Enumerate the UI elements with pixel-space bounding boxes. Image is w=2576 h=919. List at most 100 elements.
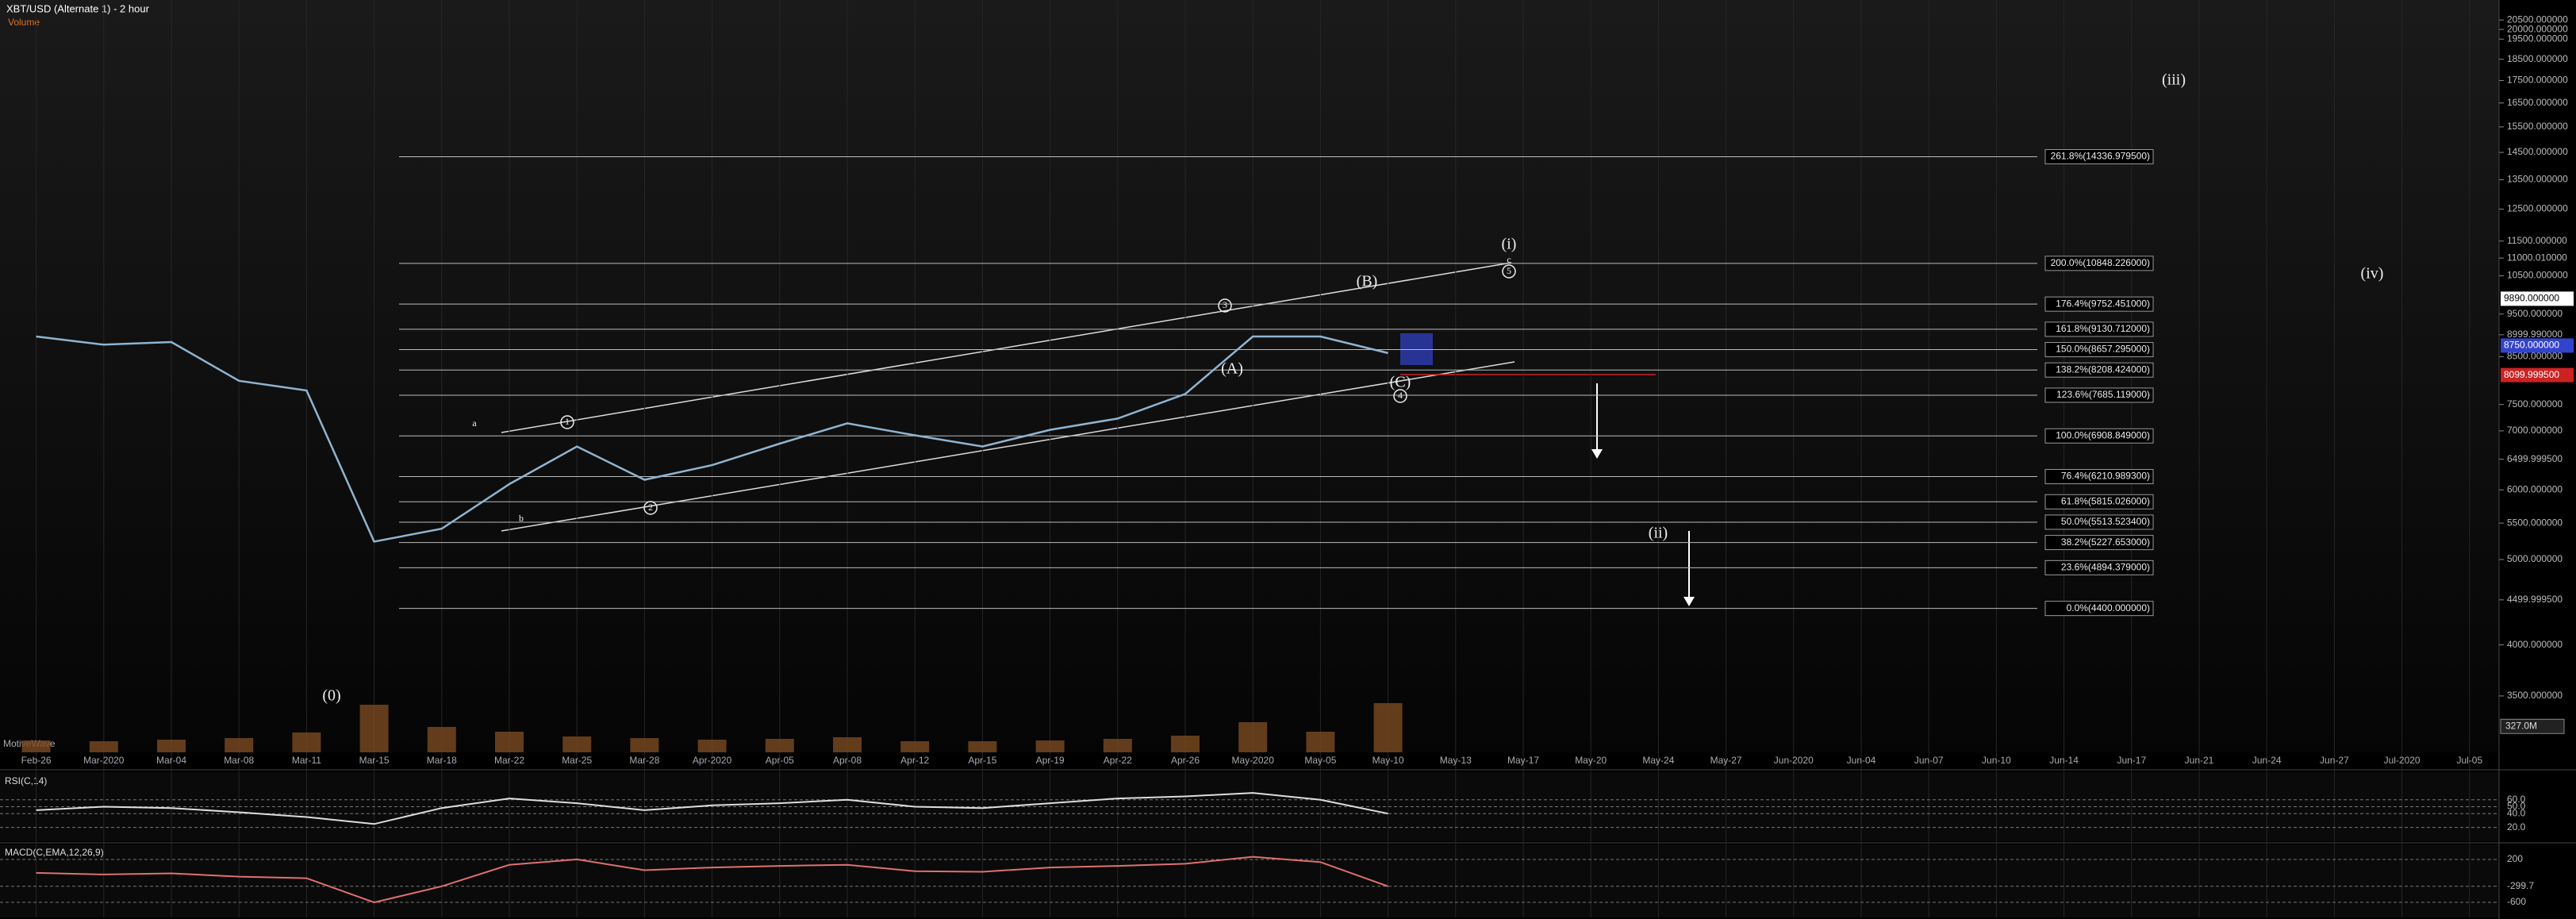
volume-bar — [968, 741, 997, 752]
volume-bar — [630, 738, 659, 752]
volume-bar — [292, 733, 321, 752]
rsi-title: RSI(C,14) — [5, 775, 47, 786]
volume-bar — [1035, 740, 1065, 752]
volume-bar — [89, 741, 118, 752]
macd-pane — [0, 844, 2499, 917]
x-tick-label: May-2020 — [1232, 755, 1275, 766]
wave-label: (C) — [1390, 374, 1411, 391]
channel-lower — [501, 361, 1515, 532]
volume-bar — [427, 727, 456, 752]
y-tick-label: 7000.000000 — [2507, 425, 2563, 436]
fib-label: 76.4%(6210.989300) — [2061, 471, 2150, 482]
wave-label: 5 — [1507, 265, 1511, 276]
fib-label: 161.8%(9130.712000) — [2056, 323, 2150, 334]
volume-marker-label: 327.0M — [2505, 720, 2537, 731]
x-tick-label: Jun-2020 — [1774, 755, 1814, 766]
price-marker-label: 9890.000000 — [2504, 293, 2559, 304]
volume-bar — [900, 741, 930, 752]
y-tick-label: 6000.000000 — [2507, 483, 2563, 494]
y-tick-label: 15500.000000 — [2507, 121, 2568, 132]
fib-label-box — [2044, 362, 2154, 378]
x-tick-label: May-13 — [1440, 755, 1472, 766]
fib-label: 200.0%(10848.226000) — [2051, 257, 2150, 268]
x-tick-label: Jun-07 — [1914, 755, 1944, 766]
y-tick-label: 20.0 — [2507, 821, 2526, 832]
y-tick-label: 40.0 — [2507, 807, 2526, 818]
y-tick-label: 6499.999500 — [2507, 453, 2563, 464]
y-tick-label: 50.0 — [2507, 801, 2526, 812]
wave-label: (B) — [1357, 273, 1378, 290]
fib-label-box — [2044, 256, 2154, 271]
chart-title: XBT/USD (Alternate 1) - 2 hour — [6, 2, 150, 14]
fib-label: 100.0%(6908.849000) — [2056, 429, 2150, 440]
y-tick-label: 19500.000000 — [2507, 33, 2568, 44]
fib-label-box — [2044, 514, 2154, 530]
y-tick-label: 20500.000000 — [2507, 13, 2568, 25]
fib-label: 61.8%(5815.026000) — [2061, 495, 2150, 506]
volume-bar — [697, 740, 727, 752]
y-tick-label: 60.0 — [2507, 794, 2526, 805]
fib-label-box — [2044, 494, 2154, 509]
wave-label: a — [472, 417, 477, 429]
x-tick-label: Apr-12 — [900, 755, 929, 766]
wave-circle — [1218, 298, 1232, 313]
price-marker-box — [2501, 367, 2574, 383]
y-tick-label: -299.7 — [2507, 880, 2534, 891]
y-tick-label: 14500.000000 — [2507, 146, 2568, 157]
volume-bar — [1103, 739, 1132, 752]
price-marker-label: 8750.000000 — [2504, 340, 2559, 351]
wave-label: (i) — [1502, 236, 1517, 253]
wave-circle — [1502, 264, 1516, 279]
x-tick-label: Mar-22 — [494, 755, 524, 766]
volume-bar — [225, 738, 254, 752]
x-tick-label: Feb-26 — [21, 755, 52, 766]
fib-label-box — [2044, 321, 2154, 337]
y-tick-label: 12500.000000 — [2507, 203, 2568, 214]
price-marker-label: 8099.999500 — [2504, 369, 2559, 380]
channel-upper — [501, 262, 1512, 433]
fib-label: 150.0%(8657.295000) — [2056, 344, 2150, 355]
fib-label: 50.0%(5513.523400) — [2061, 516, 2150, 527]
fib-label: 0.0%(4400.000000) — [2067, 602, 2150, 613]
x-tick-label: Jun-27 — [2320, 755, 2349, 766]
volume-bar — [1373, 703, 1403, 752]
wave-label: (ii) — [1649, 525, 1668, 542]
x-tick-label: Jul-2020 — [2384, 755, 2421, 766]
x-tick-label: Jun-10 — [1982, 755, 2011, 766]
x-tick-label: Mar-11 — [292, 755, 321, 766]
y-tick-label: 10500.000000 — [2507, 270, 2568, 281]
volume-bar — [833, 737, 862, 752]
volume-title: Volume — [8, 17, 40, 28]
wave-label: 4 — [1398, 390, 1403, 401]
fib-label-box — [2044, 387, 2154, 403]
y-tick-label: 7500.000000 — [2507, 398, 2563, 410]
volume-bar — [1306, 732, 1335, 752]
macd-title: MACD(C,EMA,12,26,9) — [5, 847, 104, 858]
x-tick-label: Mar-15 — [359, 755, 390, 766]
x-tick-label: Mar-18 — [427, 755, 457, 766]
wave-label: (A) — [1221, 360, 1243, 378]
y-tick-label: 200 — [2507, 853, 2523, 864]
y-tick-label: 11000.010000 — [2507, 252, 2567, 263]
x-tick-label: Mar-08 — [224, 755, 254, 766]
x-tick-label: Jun-24 — [2252, 755, 2282, 766]
x-tick-label: Apr-08 — [833, 755, 862, 766]
fib-label-box — [2044, 296, 2154, 312]
x-tick-label: Mar-04 — [156, 755, 186, 766]
y-tick-label: 8999.990000 — [2507, 329, 2563, 340]
x-tick-label: Apr-22 — [1104, 755, 1132, 766]
x-tick-label: Apr-19 — [1036, 755, 1065, 766]
y-tick-label: -600 — [2507, 896, 2526, 907]
price-line — [36, 335, 1388, 543]
macd-line — [36, 856, 1388, 904]
x-tick-label: May-27 — [1710, 755, 1742, 766]
rsi-line — [36, 792, 1388, 825]
wave-label: (0) — [322, 687, 340, 705]
wave-label: 1 — [565, 416, 570, 427]
arrow-head — [1683, 597, 1695, 606]
y-tick-label: 4000.000000 — [2507, 639, 2563, 650]
arrow-head — [1591, 449, 1603, 459]
volume-bar — [21, 740, 51, 752]
fib-label-box — [2044, 148, 2154, 164]
